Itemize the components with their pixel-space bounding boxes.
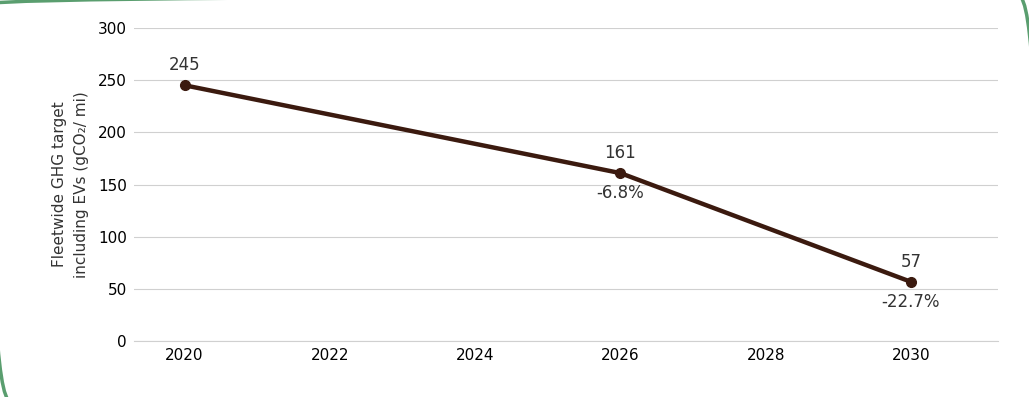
Text: 161: 161: [605, 144, 636, 162]
Y-axis label: Fleetwide GHG target
including EVs (gCO₂/ mi): Fleetwide GHG target including EVs (gCO₂…: [52, 91, 90, 278]
Text: -6.8%: -6.8%: [597, 184, 644, 202]
Text: 57: 57: [900, 253, 921, 271]
Text: 245: 245: [169, 56, 201, 74]
Text: -22.7%: -22.7%: [882, 293, 941, 311]
